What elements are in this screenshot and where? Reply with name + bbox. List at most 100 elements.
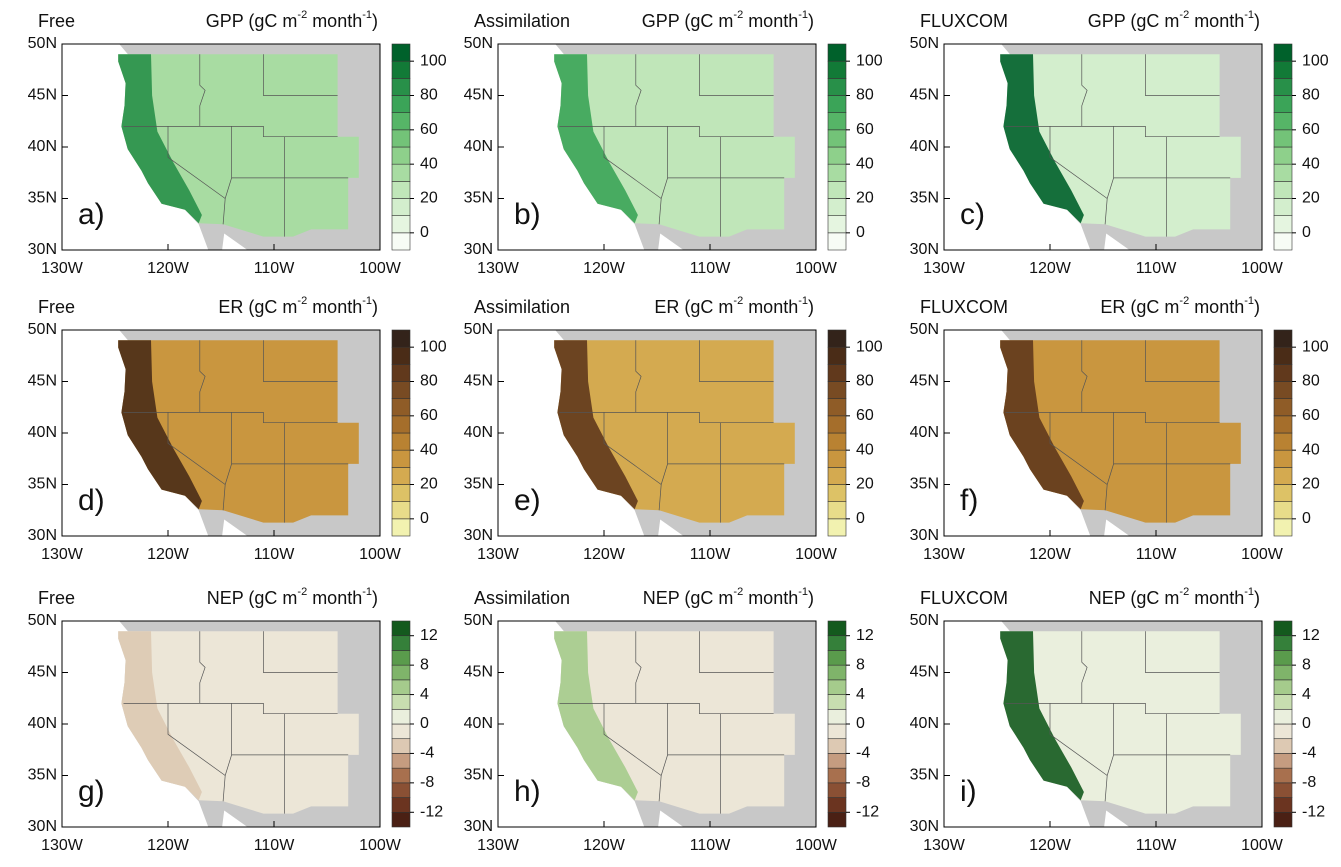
colorbar-box [1273, 753, 1293, 769]
y-tick-label: 50N [28, 612, 57, 629]
source-label: Assimilation [474, 297, 570, 317]
colorbar-box [391, 738, 411, 754]
state-border [231, 126, 349, 179]
colorbar-box [1273, 346, 1293, 365]
colorbar-label: 0 [856, 715, 865, 732]
y-tick-label: 30N [910, 241, 939, 258]
panel-title: GPP (gC m-2 month-1) [642, 9, 814, 31]
y-tick-label: 50N [464, 321, 493, 338]
colorbar-box [1273, 467, 1293, 485]
title-part: -1 [1244, 9, 1254, 21]
state-border [658, 463, 668, 511]
colorbar-label: 100 [856, 52, 883, 69]
x-tick-label: 120W [147, 837, 190, 854]
title-part: month [743, 11, 798, 31]
colorbar-box [391, 232, 411, 251]
state-border [667, 126, 785, 179]
colorbar-label: 0 [1302, 510, 1311, 527]
state-border [231, 412, 349, 465]
state-border [559, 703, 774, 715]
colorbar-label: 12 [856, 627, 874, 644]
panel: 130W 120W 110W 100W 30N 35N 40N 45N 50N c) FLUXCOM… [910, 9, 1329, 277]
title-part: ) [372, 588, 378, 608]
state-border [1081, 631, 1088, 704]
colorbar-box [827, 738, 847, 754]
y-tick-label: 40N [464, 715, 493, 732]
colorbar-box [827, 753, 847, 769]
x-tick-label: 110W [1136, 546, 1178, 563]
state-border [1113, 126, 1231, 179]
panel-title: NEP (gC m-2 month-1) [1089, 586, 1260, 608]
panel-label: f) [960, 484, 978, 517]
colorbar-box [391, 215, 411, 234]
source-label: FLUXCOM [920, 11, 1008, 31]
colorbar-label: 60 [420, 121, 438, 138]
state-border [559, 412, 774, 424]
colorbar-box [827, 364, 847, 382]
title-part: -2 [1179, 295, 1189, 307]
colorbar-box [391, 694, 411, 710]
y-tick-label: 40N [28, 424, 57, 441]
y-tick-label: 40N [910, 424, 939, 441]
colorbar-box [1273, 679, 1293, 695]
state-border [1113, 412, 1231, 465]
state-border [1145, 340, 1220, 382]
y-tick-label: 30N [28, 241, 57, 258]
colorbar-label: 60 [1302, 407, 1320, 424]
title-part: -2 [733, 295, 743, 307]
colorbar-box [391, 181, 411, 199]
title-part: ER [654, 297, 679, 317]
colorbar-box [1273, 694, 1293, 710]
colorbar-box [391, 518, 411, 537]
coast-region [118, 54, 202, 224]
colorbar-box [391, 112, 411, 131]
colorbar-label: 80 [420, 373, 438, 390]
x-tick-label: 130W [923, 546, 966, 563]
panel: 130W 120W 110W 100W 30N 35N 40N 45N 50N a) Free GPP… [28, 9, 447, 277]
colorbar-label: 4 [420, 686, 429, 703]
colorbar-box [827, 129, 847, 148]
colorbar-label: 0 [856, 510, 865, 527]
state-border [699, 631, 774, 673]
title-part: -2 [733, 586, 743, 598]
colorbar-box [391, 449, 411, 468]
colorbar-box [827, 501, 847, 520]
colorbar-box [827, 346, 847, 365]
coast-region [1000, 631, 1084, 801]
colorbar-box [1273, 95, 1293, 113]
panel: 130W 120W 110W 100W 30N 35N 40N 45N 50N d) Free ER … [28, 295, 447, 563]
panel-title: ER (gC m-2 month-1) [654, 295, 814, 317]
coast-region [1000, 54, 1084, 224]
colorbar-label: 80 [420, 87, 438, 104]
colorbar-box [827, 650, 847, 666]
y-tick-label: 35N [28, 190, 57, 207]
title-part: ) [1254, 297, 1260, 317]
colorbar-label: 20 [856, 476, 874, 493]
colorbar-box [391, 60, 411, 79]
colorbar-box [391, 329, 411, 348]
title-part: (gC m [243, 588, 297, 608]
state-border [222, 463, 232, 511]
panel-title: ER (gC m-2 month-1) [218, 295, 378, 317]
y-tick-label: 40N [28, 715, 57, 732]
panel-title: NEP (gC m-2 month-1) [207, 586, 378, 608]
colorbar-box [827, 95, 847, 113]
state-border [1145, 631, 1220, 673]
y-tick-label: 50N [464, 35, 493, 52]
panel: 130W 120W 110W 100W 30N 35N 40N 45N 50N h) Assimil… [464, 586, 880, 854]
panel-title: NEP (gC m-2 month-1) [643, 586, 814, 608]
x-tick-label: 120W [1029, 837, 1072, 854]
title-part: ) [808, 588, 814, 608]
x-tick-label: 100W [795, 546, 838, 563]
title-part: (gC m [1125, 297, 1179, 317]
title-part: ) [808, 11, 814, 31]
colorbar-box [1273, 78, 1293, 96]
colorbar-label: 40 [856, 155, 874, 172]
colorbar-box [391, 129, 411, 148]
colorbar-label: 20 [1302, 190, 1320, 207]
state-border [167, 703, 226, 776]
panel-label: g) [78, 775, 105, 808]
y-tick-label: 45N [910, 87, 939, 104]
colorbar-box [1273, 449, 1293, 468]
coast-region [554, 631, 638, 801]
